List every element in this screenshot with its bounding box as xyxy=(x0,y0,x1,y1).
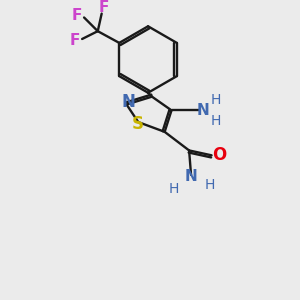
Text: N: N xyxy=(185,169,197,184)
Text: H: H xyxy=(204,178,215,192)
Text: F: F xyxy=(72,8,83,23)
Text: H: H xyxy=(168,182,178,196)
Text: N: N xyxy=(196,103,209,118)
Text: S: S xyxy=(131,115,143,133)
Text: H: H xyxy=(210,114,221,128)
Text: F: F xyxy=(70,33,80,48)
Text: N: N xyxy=(122,93,135,111)
Text: F: F xyxy=(98,0,109,15)
Text: H: H xyxy=(210,93,221,106)
Text: O: O xyxy=(212,146,226,164)
